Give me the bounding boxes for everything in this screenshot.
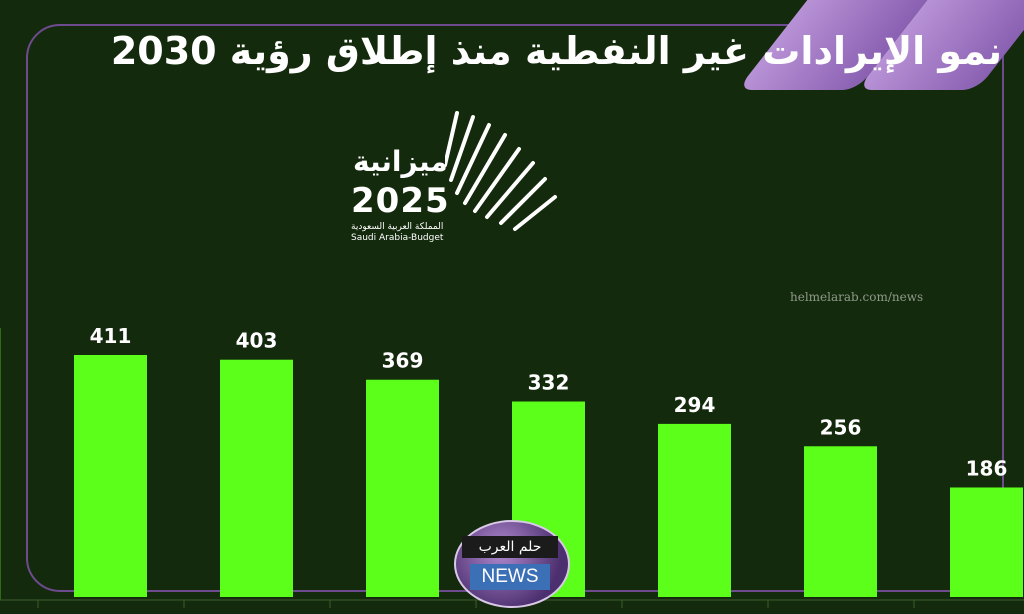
data-label-5: 256 xyxy=(820,415,862,439)
bar-6 xyxy=(950,487,1023,597)
logo-arabic-sub: المملكة العربية السعودية xyxy=(351,222,444,232)
news-badge-english: NEWS xyxy=(470,564,550,590)
data-label-1: 403 xyxy=(236,329,278,353)
bar-0 xyxy=(74,355,147,597)
data-labels-group: 411 403 369 332 294 256 186 xyxy=(90,324,1008,480)
chart-title: نمو الإيرادات غير النفطية منذ إطلاق رؤية… xyxy=(110,29,1002,73)
logo-rays-icon xyxy=(445,111,557,231)
news-badge-arabic: حلم العرب xyxy=(462,536,558,558)
data-label-2: 369 xyxy=(382,349,424,373)
logo-arabic-name: ميزانية xyxy=(353,145,448,178)
bar-1 xyxy=(220,359,293,597)
logo-english-sub: Saudi Arabia-Budget xyxy=(351,233,444,243)
data-label-3: 332 xyxy=(528,371,570,395)
news-badge: حلم العرب NEWS xyxy=(452,520,572,608)
bar-4 xyxy=(658,423,731,597)
bar-5 xyxy=(804,446,877,597)
budget-logo: ميزانية 2025 المملكة العربية السعودية Sa… xyxy=(345,105,565,245)
data-label-6: 186 xyxy=(966,456,1008,480)
bar-2 xyxy=(366,379,439,597)
watermark: helmelarab.com/news xyxy=(790,290,924,304)
logo-year: 2025 xyxy=(351,181,450,221)
data-label-0: 411 xyxy=(90,324,132,348)
data-label-4: 294 xyxy=(674,393,716,417)
